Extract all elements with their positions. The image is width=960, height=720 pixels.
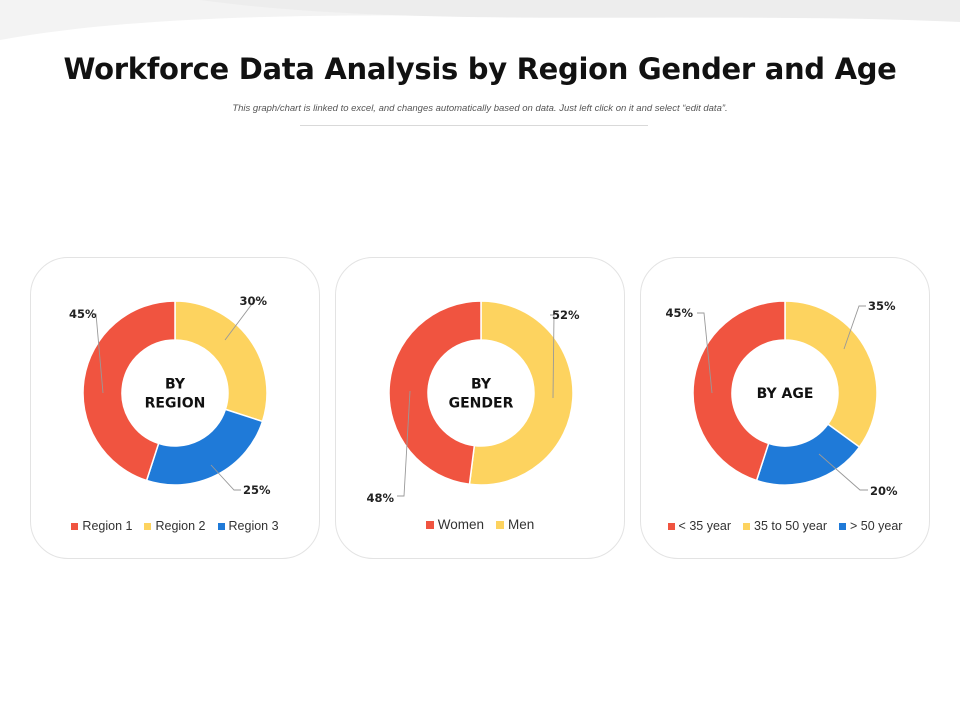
age-legend-item-1: < 35 year xyxy=(667,519,732,533)
age-data-label-3: 20% xyxy=(870,484,898,498)
region-center-label-line-2: REGION xyxy=(145,396,206,412)
header-swoosh-decoration xyxy=(0,0,960,40)
region-leader-line-2 xyxy=(224,299,263,341)
region-legend-swatch-1 xyxy=(71,522,79,530)
age-chart-card: 45% 35% 20% BY AGE < 35 year 35 to 50 year > … xyxy=(640,257,930,559)
region-center-label-line-1: BY xyxy=(165,377,186,393)
gender-chart-card: 48% 52% BY GENDER Women Men xyxy=(335,257,625,559)
age-slice-1 xyxy=(692,300,786,482)
age-legend-label-1: < 35 year xyxy=(678,519,732,533)
region-slice-3 xyxy=(145,408,264,486)
age-legend-swatch-1 xyxy=(667,522,675,530)
gender-leader-line-1 xyxy=(397,390,411,497)
region-legend-item-2: Region 2 xyxy=(144,519,206,533)
gender-donut-chart: 48% 52% BY GENDER xyxy=(366,300,580,505)
region-legend-swatch-2 xyxy=(144,522,152,530)
age-center-label-line-1: BY AGE xyxy=(757,386,814,402)
region-slice-1 xyxy=(82,300,176,482)
gender-slice-1 xyxy=(388,300,482,486)
age-legend-swatch-3 xyxy=(838,522,846,530)
gender-legend: Women Men xyxy=(336,517,624,532)
region-legend-label-3: Region 3 xyxy=(228,519,279,533)
gender-leader-line-2 xyxy=(550,314,555,399)
age-legend: < 35 year 35 to 50 year > 50 year xyxy=(641,519,929,533)
page-subtitle: This graph/chart is linked to excel, and… xyxy=(232,103,728,114)
gender-legend-swatch-2 xyxy=(496,520,504,529)
region-leader-line-1 xyxy=(90,312,104,394)
age-legend-item-3: > 50 year xyxy=(838,519,903,533)
region-donut-chart: 45% 30% 25% BY REGION xyxy=(69,294,271,497)
region-slice-2 xyxy=(174,300,268,423)
gender-legend-label-2: Men xyxy=(508,517,535,532)
age-leader-line-2 xyxy=(843,305,866,350)
gender-legend-item-1: Women xyxy=(425,517,484,532)
gender-data-label-1: 48% xyxy=(366,491,394,505)
age-legend-label-2: 35 to 50 year xyxy=(754,519,827,533)
region-legend-item-3: Region 3 xyxy=(217,519,279,533)
age-data-label-1: 45% xyxy=(665,306,693,320)
age-legend-swatch-2 xyxy=(743,522,751,530)
region-legend-label-2: Region 2 xyxy=(155,519,206,533)
gender-legend-swatch-1 xyxy=(425,520,434,529)
region-legend: Region 1 Region 2 Region 3 xyxy=(31,519,319,533)
age-data-label-2: 35% xyxy=(868,299,896,313)
age-donut-chart: 45% 35% 20% BY AGE xyxy=(665,299,898,498)
region-legend-swatch-3 xyxy=(217,522,225,530)
gender-slice-2 xyxy=(468,300,574,486)
age-legend-label-3: > 50 year xyxy=(849,519,903,533)
gender-center-label-line-1: BY xyxy=(471,377,492,393)
gender-legend-item-2: Men xyxy=(496,517,534,532)
page-title: Workforce Data Analysis by Region Gender… xyxy=(63,52,897,86)
region-data-label-2: 30% xyxy=(239,294,267,308)
gender-center-label-line-2: GENDER xyxy=(449,396,514,412)
region-data-label-3: 25% xyxy=(243,483,271,497)
region-leader-line-3 xyxy=(210,464,241,491)
age-legend-item-2: 35 to 50 year xyxy=(743,519,827,533)
gender-data-label-2: 52% xyxy=(552,308,580,322)
region-legend-label-1: Region 1 xyxy=(82,519,133,533)
region-chart-card: 45% 30% 25% BY REGION Region 1 Region 2 Region… xyxy=(30,257,320,559)
title-divider xyxy=(300,125,648,126)
region-legend-item-1: Region 1 xyxy=(71,519,132,533)
age-slice-2 xyxy=(784,300,878,449)
gender-legend-label-1: Women xyxy=(437,517,484,532)
region-data-label-1: 45% xyxy=(69,307,97,321)
age-leader-line-1 xyxy=(697,312,713,394)
age-leader-line-3 xyxy=(818,453,868,491)
